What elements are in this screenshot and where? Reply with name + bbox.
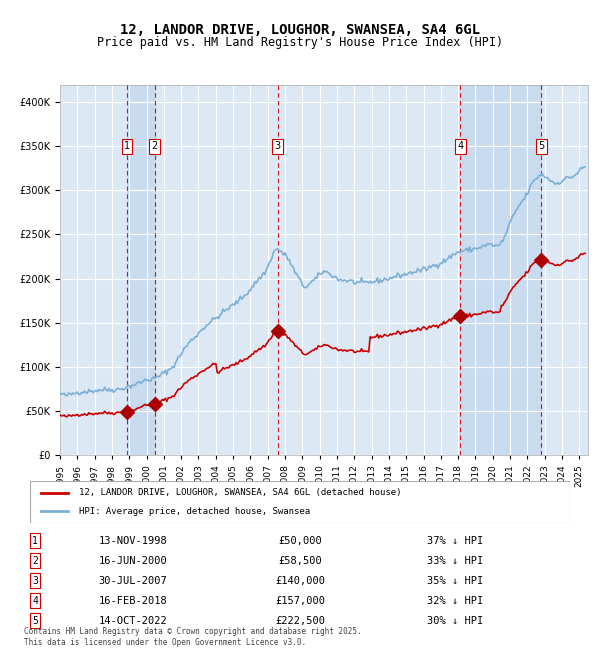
Text: HPI: Average price, detached house, Swansea: HPI: Average price, detached house, Swan…: [79, 507, 310, 516]
Text: £58,500: £58,500: [278, 556, 322, 566]
Text: 1: 1: [32, 536, 38, 545]
Text: £222,500: £222,500: [275, 616, 325, 626]
Text: £50,000: £50,000: [278, 536, 322, 545]
Text: 33% ↓ HPI: 33% ↓ HPI: [427, 556, 483, 566]
Text: £157,000: £157,000: [275, 596, 325, 606]
Text: Contains HM Land Registry data © Crown copyright and database right 2025.
This d: Contains HM Land Registry data © Crown c…: [24, 627, 362, 647]
Text: 5: 5: [538, 141, 544, 151]
Text: 13-NOV-1998: 13-NOV-1998: [98, 536, 167, 545]
Text: 3: 3: [275, 141, 281, 151]
Text: 5: 5: [32, 616, 38, 626]
Text: 2: 2: [32, 556, 38, 566]
Text: 16-JUN-2000: 16-JUN-2000: [98, 556, 167, 566]
Text: 30% ↓ HPI: 30% ↓ HPI: [427, 616, 483, 626]
Text: 12, LANDOR DRIVE, LOUGHOR, SWANSEA, SA4 6GL (detached house): 12, LANDOR DRIVE, LOUGHOR, SWANSEA, SA4 …: [79, 488, 401, 497]
Text: Price paid vs. HM Land Registry's House Price Index (HPI): Price paid vs. HM Land Registry's House …: [97, 36, 503, 49]
Text: 30-JUL-2007: 30-JUL-2007: [98, 576, 167, 586]
Text: 37% ↓ HPI: 37% ↓ HPI: [427, 536, 483, 545]
Text: 4: 4: [457, 141, 463, 151]
Text: 16-FEB-2018: 16-FEB-2018: [98, 596, 167, 606]
Text: 3: 3: [32, 576, 38, 586]
Text: 2: 2: [151, 141, 158, 151]
Bar: [127, 84, 155, 455]
Bar: [460, 84, 541, 455]
Text: 1: 1: [124, 141, 130, 151]
Text: £140,000: £140,000: [275, 576, 325, 586]
Text: 35% ↓ HPI: 35% ↓ HPI: [427, 576, 483, 586]
Text: 14-OCT-2022: 14-OCT-2022: [98, 616, 167, 626]
Text: 12, LANDOR DRIVE, LOUGHOR, SWANSEA, SA4 6GL: 12, LANDOR DRIVE, LOUGHOR, SWANSEA, SA4 …: [120, 23, 480, 37]
Text: 32% ↓ HPI: 32% ↓ HPI: [427, 596, 483, 606]
FancyBboxPatch shape: [30, 481, 570, 523]
Text: 4: 4: [32, 596, 38, 606]
